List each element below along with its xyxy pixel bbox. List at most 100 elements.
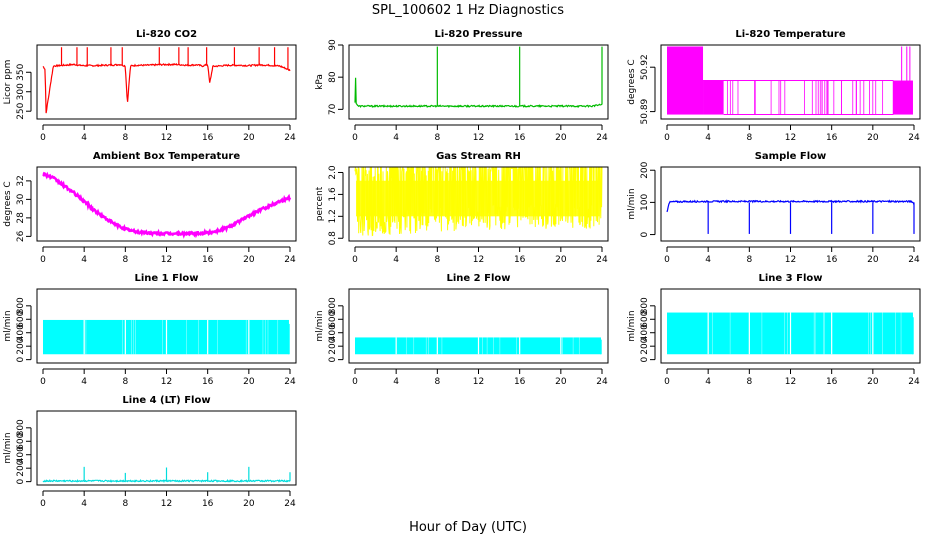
panel-frame <box>36 410 297 486</box>
x-tick-label: 24 <box>284 377 296 387</box>
plot-area <box>354 46 603 109</box>
x-tick-label: 12 <box>473 377 484 387</box>
x-tick-label: 24 <box>908 377 920 387</box>
x-tick-label: 4 <box>705 133 711 143</box>
x-tick-label: 8 <box>746 377 752 387</box>
y-tick-label: 26 <box>16 230 26 242</box>
y-tick-label: 800 <box>16 297 26 314</box>
y-tick-label: 70 <box>328 103 338 115</box>
plot-area <box>42 171 292 239</box>
plot-area <box>667 46 913 116</box>
y-tick-label: 90 <box>328 39 338 51</box>
x-tick-label: 16 <box>514 255 526 265</box>
x-tick-label: 0 <box>40 133 46 143</box>
x-tick-label: 12 <box>161 255 172 265</box>
y-axis-label: Licor ppm <box>3 60 13 105</box>
panel-frame <box>348 166 609 242</box>
x-tick-label: 20 <box>243 499 255 509</box>
panel-frame <box>660 44 921 120</box>
x-tick-label: 0 <box>40 499 46 509</box>
x-tick-label: 4 <box>81 255 87 265</box>
x-tick-label: 12 <box>785 255 796 265</box>
plot-area <box>43 319 290 355</box>
panel-line-2-flow: Line 2 Flow 0 4 8 12 16 20 24 0 200400600800ml/mi… <box>315 273 609 387</box>
y-axis-label: kPa <box>315 74 325 90</box>
x-tick-label: 20 <box>555 255 567 265</box>
y-tick-label: 400 <box>328 324 338 341</box>
y-tick-label: 600 <box>16 310 26 327</box>
x-tick-label: 24 <box>284 255 296 265</box>
plot-area <box>355 337 602 355</box>
x-tick-label: 4 <box>393 133 399 143</box>
y-tick-label: 800 <box>16 419 26 436</box>
panel-title: Line 4 (LT) Flow <box>122 395 210 406</box>
panel-title: Li-820 CO2 <box>136 29 197 40</box>
y-tick-label: 28 <box>16 212 26 224</box>
figure-title: SPL_100602 1 Hz Diagnostics <box>372 3 564 18</box>
x-tick-label: 20 <box>867 133 879 143</box>
x-tick-label: 8 <box>122 255 128 265</box>
y-tick-label: 0 <box>328 357 338 363</box>
y-axis-label: ml/min <box>3 310 13 341</box>
x-tick-label: 24 <box>284 499 296 509</box>
y-tick-label: 0 <box>16 479 26 485</box>
y-tick-label: 50.92 <box>640 54 650 80</box>
series-line <box>666 199 915 213</box>
y-axis-label: ml/min <box>627 310 637 341</box>
temp-block-1 <box>667 46 704 115</box>
plot-area <box>42 47 291 114</box>
x-tick-label: 0 <box>664 377 670 387</box>
y-axis-label: ml/min <box>627 188 637 219</box>
y-axis-label: degrees C <box>627 59 637 104</box>
x-tick-label: 24 <box>596 255 608 265</box>
y-tick-label: 600 <box>328 310 338 327</box>
x-tick-label: 20 <box>243 133 255 143</box>
y-tick-label: 800 <box>328 297 338 314</box>
y-axis-label: ml/min <box>3 432 13 463</box>
y-tick-label: 1.2 <box>328 209 338 223</box>
panel-frame <box>660 166 921 242</box>
panel-li-820-pressure: Li-820 Pressure 0 4 8 12 16 20 24 70 80 90 kPa <box>315 29 609 143</box>
x-tick-label: 12 <box>161 499 172 509</box>
x-tick-label: 16 <box>202 255 214 265</box>
x-tick-label: 8 <box>122 377 128 387</box>
plot-area <box>42 466 291 483</box>
y-tick-label: 100 <box>640 194 650 211</box>
panel-line-3-flow: Line 3 Flow 0 4 8 12 16 20 24 0 200400600800ml/mi… <box>627 273 921 387</box>
y-tick-label: 0 <box>640 357 650 363</box>
panel-frame <box>348 44 609 120</box>
panel-title: Li-820 Temperature <box>735 29 845 40</box>
x-tick-label: 16 <box>202 133 214 143</box>
panel-frame <box>36 288 297 364</box>
y-tick-label: 800 <box>640 297 650 314</box>
x-tick-label: 8 <box>434 377 440 387</box>
x-tick-label: 4 <box>81 499 87 509</box>
rh-dense-band <box>356 180 600 217</box>
y-axis-label: percent <box>315 186 325 221</box>
x-tick-label: 16 <box>826 133 838 143</box>
panel-frame <box>348 288 609 364</box>
x-tick-label: 8 <box>434 255 440 265</box>
y-tick-label: 400 <box>16 446 26 463</box>
x-tick-label: 16 <box>826 377 838 387</box>
y-axis-label: ml/min <box>315 310 325 341</box>
x-tick-label: 24 <box>908 255 920 265</box>
x-tick-label: 8 <box>122 133 128 143</box>
x-tick-label: 0 <box>352 377 358 387</box>
panel-line-1-flow: Line 1 Flow 0 4 8 12 16 20 24 0 200400600800ml/mi… <box>3 273 297 387</box>
temp-block-3 <box>893 80 913 115</box>
y-tick-label: 200 <box>640 161 650 178</box>
panel-line-4-lt-flow: Line 4 (LT) Flow 0 4 8 12 16 20 24 0 200400600800… <box>3 395 297 509</box>
panel-title: Sample Flow <box>755 151 827 162</box>
series-line <box>354 77 603 109</box>
x-tick-label: 0 <box>664 133 670 143</box>
panel-title: Ambient Box Temperature <box>93 151 240 162</box>
x-axis-title: Hour of Day (UTC) <box>409 520 527 535</box>
x-tick-label: 8 <box>122 499 128 509</box>
x-tick-label: 0 <box>40 377 46 387</box>
x-tick-label: 24 <box>908 133 920 143</box>
